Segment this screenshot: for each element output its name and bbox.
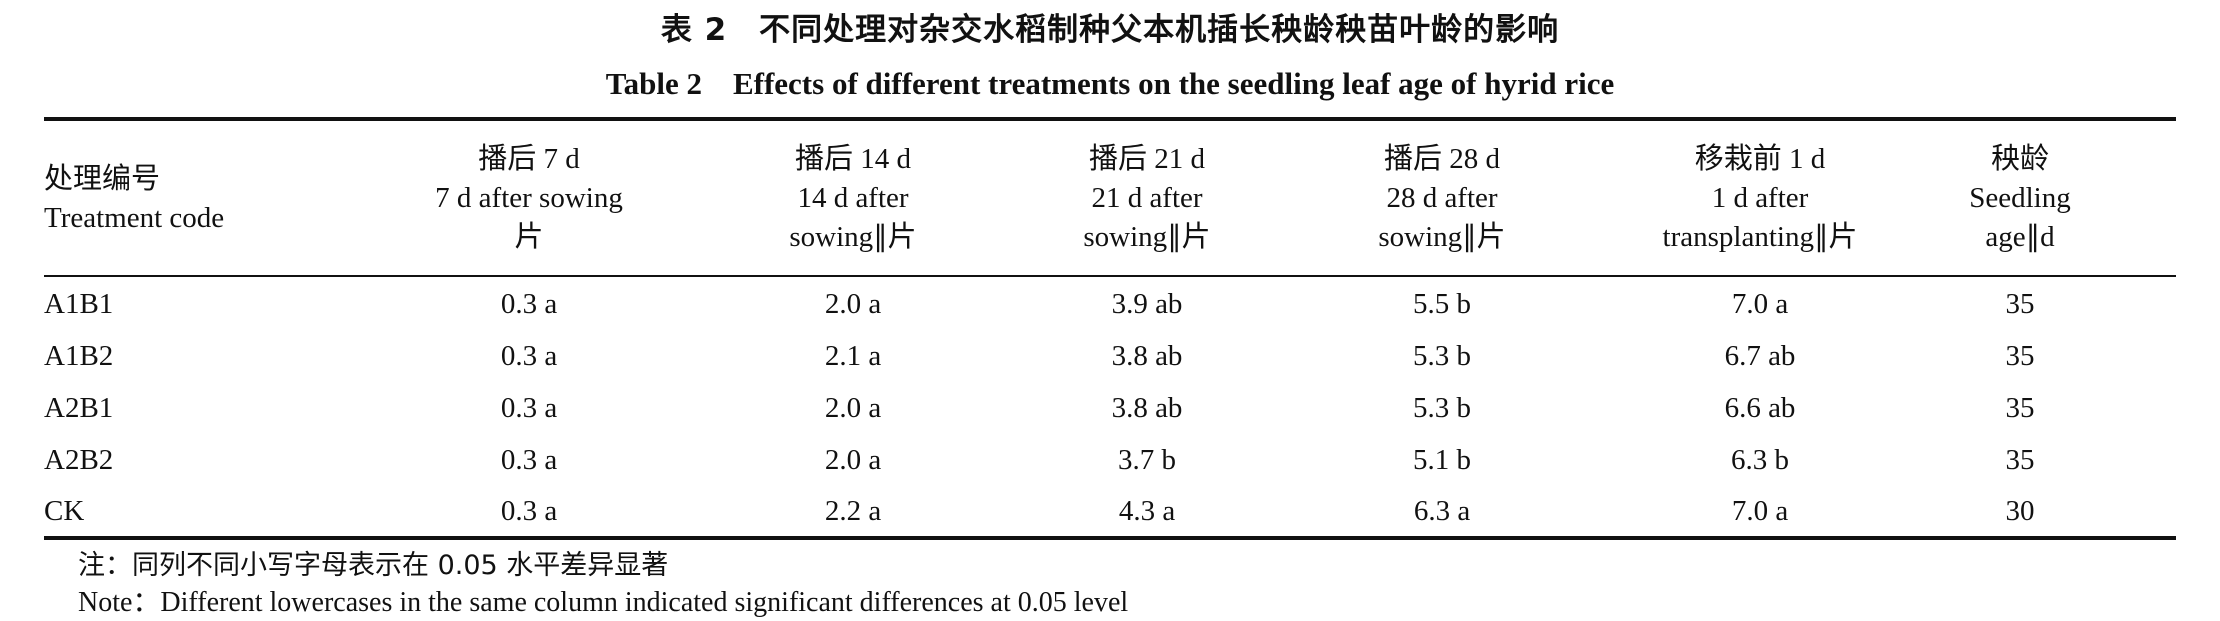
header-line: age∥d (1985, 221, 2055, 253)
header-28d: 播后 28 d 28 d after sowing∥片 (1307, 140, 1577, 270)
table-cell: 2.2 a (824, 495, 882, 527)
header-line: 播后 14 d (794, 143, 911, 175)
row-label: A2B1 (44, 392, 114, 424)
table-cell: 35 (2005, 392, 2035, 424)
table-cell: 0.3 a (500, 392, 558, 424)
header-rule (44, 275, 2176, 277)
header-line: 处理编号 (44, 163, 161, 195)
table-cell: 5.5 b (1413, 288, 1471, 320)
header-line: 播后 7 d (478, 143, 580, 175)
header-line: 秧龄 (1990, 143, 2049, 175)
header-line: sowing∥片 (1378, 221, 1506, 253)
table-cell: 0.3 a (500, 288, 558, 320)
table-caption-cn: 表 2 不同处理对杂交水稻制种父本机插长秧龄秧苗叶龄的影响 (660, 12, 1560, 48)
header-line: 7 d after sowing (435, 182, 623, 214)
header-line: sowing∥片 (1083, 221, 1211, 253)
header-line: 21 d after (1091, 182, 1203, 214)
row-label: A2B2 (44, 444, 114, 476)
table-cell: 2.0 a (824, 444, 882, 476)
top-rule (44, 117, 2176, 121)
table-cell: 5.3 b (1413, 392, 1471, 424)
table-cell: 35 (2005, 288, 2035, 320)
table-cell: 0.3 a (500, 340, 558, 372)
table-cell: 35 (2005, 340, 2035, 372)
header-line: 播后 28 d (1383, 143, 1500, 175)
header-line: Seedling (1969, 182, 2071, 214)
table-cell: 3.8 ab (1111, 392, 1183, 424)
table-cell: 6.3 a (1413, 495, 1471, 527)
table-note-cn: 注：同列不同小写字母表示在 0.05 水平差异显著 (78, 550, 669, 581)
header-before-transplanting: 移栽前 1 d 1 d after transplanting∥片 (1580, 140, 1940, 270)
header-line: sowing∥片 (789, 221, 917, 253)
table-cell: 0.3 a (500, 444, 558, 476)
header-line: transplanting∥片 (1662, 221, 1858, 253)
header-line: 播后 21 d (1088, 143, 1205, 175)
row-label: CK (44, 495, 85, 527)
table-cell: 6.6 ab (1724, 392, 1796, 424)
row-label: A1B1 (44, 288, 114, 320)
table-row: A2B2 0.3 a 2.0 a 3.7 b 5.1 b 6.3 b 35 (0, 434, 2220, 486)
header-line: 片 (514, 221, 544, 253)
table-note-en: Note：Different lowercases in the same co… (78, 587, 1129, 618)
header-line: Treatment code (44, 202, 225, 234)
table-cell: 5.1 b (1413, 444, 1471, 476)
header-line: 14 d after (797, 182, 909, 214)
table-cell: 0.3 a (500, 495, 558, 527)
table-cell: 3.9 ab (1111, 288, 1183, 320)
header-line: 28 d after (1386, 182, 1498, 214)
table-cell: 6.7 ab (1724, 340, 1796, 372)
table-cell: 6.3 b (1731, 444, 1789, 476)
header-21d: 播后 21 d 21 d after sowing∥片 (1012, 140, 1282, 270)
table-cell: 7.0 a (1731, 495, 1789, 527)
table-row: A1B2 0.3 a 2.1 a 3.8 ab 5.3 b 6.7 ab 35 (0, 330, 2220, 382)
table-cell: 7.0 a (1731, 288, 1789, 320)
table-cell: 3.8 ab (1111, 340, 1183, 372)
header-line: 1 d after (1711, 182, 1809, 214)
table-cell: 2.0 a (824, 392, 882, 424)
table-cell: 2.1 a (824, 340, 882, 372)
header-line: 移栽前 1 d (1694, 143, 1826, 175)
table-row: CK 0.3 a 2.2 a 4.3 a 6.3 a 7.0 a 30 (0, 485, 2220, 537)
table-cell: 35 (2005, 444, 2035, 476)
table-caption-en: Table 2 Effects of different treatments … (605, 66, 1615, 101)
table-row: A2B1 0.3 a 2.0 a 3.8 ab 5.3 b 6.6 ab 35 (0, 382, 2220, 434)
header-treatment-code: 处理编号 Treatment code (44, 160, 384, 290)
table-cell: 30 (2005, 495, 2035, 527)
header-7d: 播后 7 d 7 d after sowing 片 (384, 140, 674, 270)
table-cell: 5.3 b (1413, 340, 1471, 372)
table-cell: 2.0 a (824, 288, 882, 320)
header-seedling-age: 秧龄 Seedling age∥d (1920, 140, 2120, 270)
row-label: A1B2 (44, 340, 114, 372)
table-cell: 3.7 b (1118, 444, 1176, 476)
header-14d: 播后 14 d 14 d after sowing∥片 (718, 140, 988, 270)
table-cell: 4.3 a (1118, 495, 1176, 527)
bottom-rule (44, 536, 2176, 540)
table-row: A1B1 0.3 a 2.0 a 3.9 ab 5.5 b 7.0 a 35 (0, 278, 2220, 330)
